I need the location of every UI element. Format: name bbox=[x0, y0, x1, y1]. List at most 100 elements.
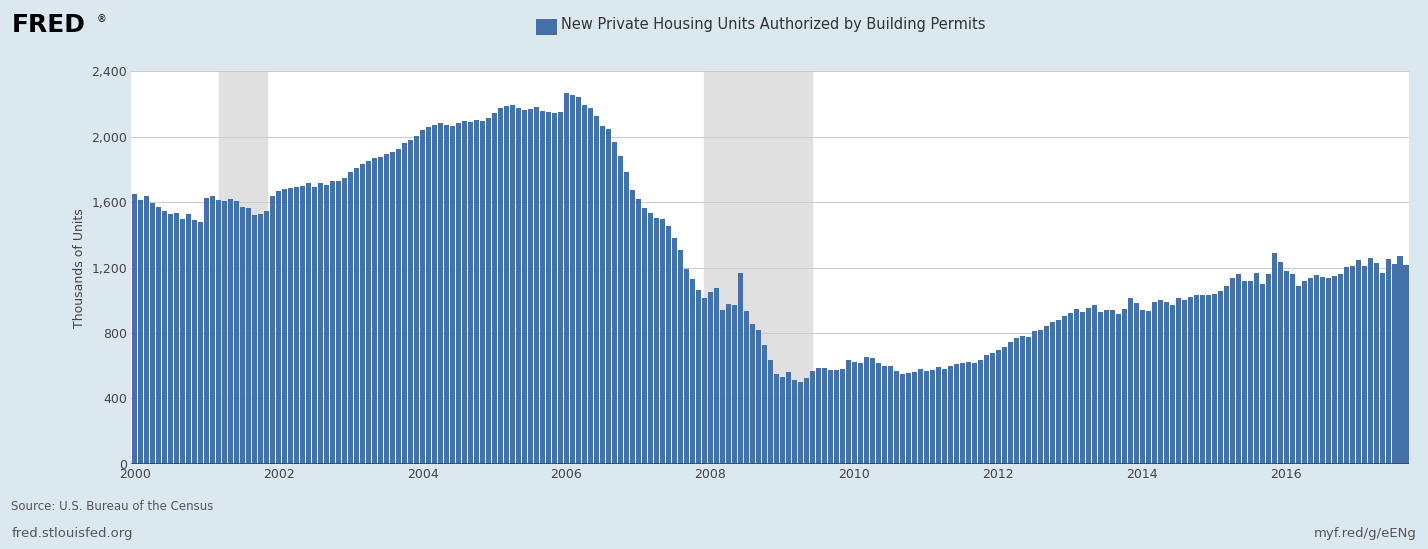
Bar bbox=[174, 214, 180, 464]
Bar bbox=[1055, 320, 1061, 464]
Bar bbox=[444, 125, 450, 464]
Bar bbox=[234, 201, 240, 464]
Bar bbox=[474, 120, 480, 464]
Bar bbox=[810, 371, 815, 464]
Bar bbox=[1398, 256, 1402, 464]
Bar bbox=[858, 363, 863, 464]
Bar bbox=[366, 161, 371, 464]
Bar bbox=[780, 377, 785, 464]
Bar bbox=[605, 129, 611, 464]
Bar bbox=[1175, 298, 1181, 464]
Bar bbox=[911, 372, 917, 464]
Bar bbox=[1301, 282, 1307, 464]
Bar bbox=[1254, 272, 1259, 464]
Bar bbox=[1194, 295, 1200, 464]
Bar bbox=[221, 201, 227, 464]
Bar bbox=[581, 104, 587, 464]
Bar bbox=[635, 199, 641, 464]
Bar bbox=[491, 113, 497, 464]
Bar bbox=[678, 250, 683, 464]
Bar bbox=[1044, 326, 1050, 464]
Bar bbox=[150, 203, 156, 464]
Bar bbox=[1331, 276, 1337, 464]
Bar bbox=[594, 116, 600, 464]
Bar bbox=[1098, 312, 1102, 464]
Bar bbox=[1224, 286, 1230, 464]
Bar bbox=[1164, 302, 1170, 464]
Bar bbox=[774, 374, 780, 464]
Bar bbox=[156, 207, 161, 464]
Bar bbox=[131, 194, 137, 464]
Bar bbox=[725, 304, 731, 464]
Bar bbox=[1140, 311, 1145, 464]
Bar bbox=[198, 221, 203, 464]
Bar bbox=[1338, 274, 1342, 464]
Bar bbox=[834, 369, 840, 464]
Bar bbox=[570, 95, 575, 464]
Bar bbox=[1025, 337, 1031, 464]
Text: New Private Housing Units Authorized by Building Permits: New Private Housing Units Authorized by … bbox=[561, 17, 985, 32]
Text: fred.stlouisfed.org: fred.stlouisfed.org bbox=[11, 527, 133, 540]
Bar bbox=[611, 142, 617, 464]
Bar bbox=[1104, 310, 1110, 464]
Text: Source: U.S. Bureau of the Census: Source: U.S. Bureau of the Census bbox=[11, 500, 214, 513]
Bar bbox=[1278, 262, 1282, 464]
Bar bbox=[828, 370, 833, 464]
Bar bbox=[390, 153, 396, 464]
Bar bbox=[246, 209, 251, 464]
Bar bbox=[905, 373, 911, 464]
Bar bbox=[318, 183, 323, 464]
Bar bbox=[1068, 313, 1072, 464]
Bar bbox=[1295, 286, 1301, 464]
Bar bbox=[654, 218, 660, 464]
Bar bbox=[558, 111, 563, 464]
Bar bbox=[251, 215, 257, 464]
Bar bbox=[1241, 281, 1247, 464]
Bar bbox=[720, 310, 725, 464]
Bar bbox=[191, 220, 197, 464]
Bar bbox=[360, 164, 366, 464]
Bar bbox=[870, 358, 875, 464]
Bar bbox=[1031, 331, 1037, 464]
Bar bbox=[804, 378, 810, 464]
Bar bbox=[1205, 295, 1211, 464]
Bar bbox=[894, 371, 900, 464]
Bar bbox=[438, 123, 443, 464]
Bar bbox=[1115, 314, 1121, 464]
Y-axis label: Thousands of Units: Thousands of Units bbox=[73, 208, 86, 328]
Bar bbox=[1038, 330, 1042, 464]
Bar bbox=[161, 211, 167, 464]
Bar bbox=[341, 178, 347, 464]
Bar bbox=[204, 198, 210, 464]
Bar bbox=[300, 186, 306, 464]
Bar bbox=[276, 191, 281, 464]
Bar bbox=[1361, 266, 1367, 464]
Bar bbox=[210, 197, 216, 464]
Bar bbox=[935, 367, 941, 464]
Bar bbox=[1289, 274, 1295, 464]
Bar bbox=[738, 273, 743, 464]
Bar bbox=[1200, 295, 1205, 464]
Bar bbox=[281, 189, 287, 464]
Bar bbox=[845, 360, 851, 464]
Bar bbox=[704, 71, 813, 464]
Bar bbox=[708, 293, 713, 464]
Bar bbox=[516, 108, 521, 464]
Bar bbox=[540, 111, 545, 464]
Bar bbox=[180, 219, 186, 464]
Bar bbox=[755, 330, 761, 464]
Bar bbox=[600, 126, 605, 464]
Bar bbox=[504, 105, 510, 464]
Bar bbox=[588, 108, 593, 464]
Bar bbox=[354, 168, 360, 464]
Bar bbox=[1319, 277, 1325, 464]
Bar bbox=[1158, 300, 1162, 464]
Bar bbox=[875, 363, 881, 464]
Bar bbox=[978, 360, 982, 464]
Bar bbox=[1325, 278, 1331, 464]
Bar bbox=[1001, 347, 1007, 464]
Bar bbox=[384, 154, 390, 464]
Bar bbox=[1170, 305, 1175, 464]
Bar bbox=[1121, 309, 1127, 464]
Bar bbox=[971, 363, 977, 464]
